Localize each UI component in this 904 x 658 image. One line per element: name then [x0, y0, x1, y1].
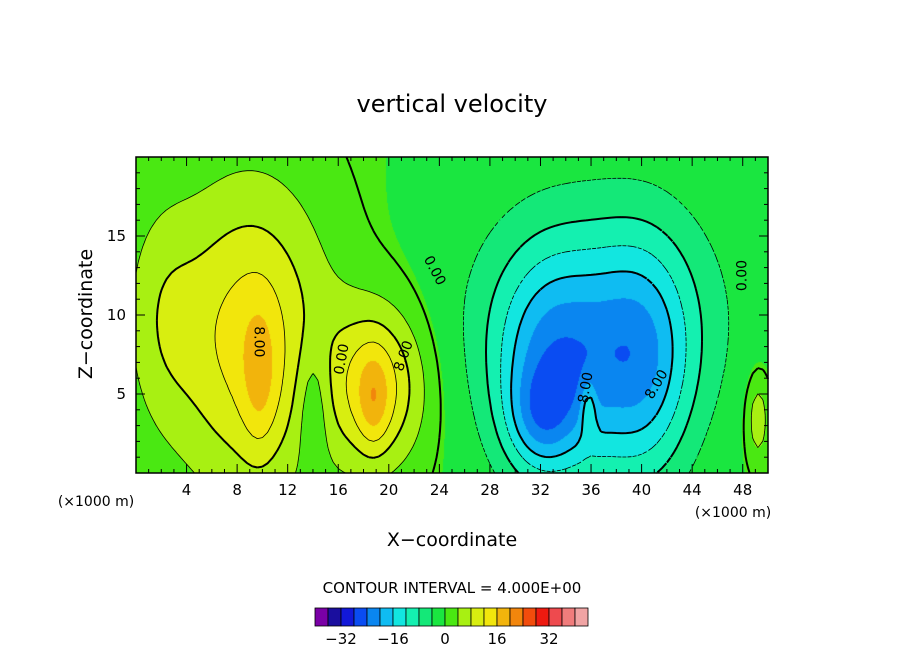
colorbar-swatch	[561, 607, 576, 627]
x-tick-label: 4	[182, 481, 192, 499]
colorbar-swatch	[379, 607, 394, 627]
x-tick-label: 24	[430, 481, 449, 499]
colorbar-swatch	[314, 607, 329, 627]
chart-title: vertical velocity	[357, 90, 548, 118]
colorbar-swatch	[483, 607, 498, 627]
contour-label: 0.00	[331, 343, 352, 376]
colorbar-tick-label: 32	[539, 630, 558, 648]
colorbar-swatch	[509, 607, 524, 627]
colorbar-swatch	[574, 607, 589, 627]
colorbar: −32 −16 0 16 32	[314, 607, 589, 648]
x-tick-label: 32	[531, 481, 550, 499]
contour-line	[155, 224, 411, 469]
colorbar-swatch	[522, 607, 537, 627]
contour-interval-label: CONTOUR INTERVAL = 4.000E+00	[323, 579, 582, 597]
colorbar-swatch	[418, 607, 433, 627]
colorbar-swatch	[392, 607, 407, 627]
x-unit-label-right: (×1000 m)	[695, 505, 771, 521]
x-tick-label: 40	[632, 481, 651, 499]
contour-label: 8.00	[251, 326, 267, 357]
x-unit-label-left: (×1000 m)	[58, 494, 134, 510]
colorbar-swatch	[340, 607, 355, 627]
contour-line	[485, 216, 703, 474]
filled-contour-field	[136, 157, 768, 473]
colorbar-swatch	[535, 607, 550, 627]
colorbar-swatch	[431, 607, 446, 627]
colorbar-swatch	[496, 607, 511, 627]
colorbar-tick-label: −32	[325, 630, 357, 648]
contour-lines	[135, 156, 769, 474]
x-axis-label: X−coordinate	[387, 529, 517, 551]
contour-line	[510, 270, 674, 459]
colorbar-swatch	[327, 607, 342, 627]
colorbar-swatch	[405, 607, 420, 627]
y-tick-label: 5	[116, 385, 126, 403]
contour-label: 8.00	[575, 371, 596, 404]
x-tick-label: 44	[683, 481, 702, 499]
y-tick-label: 15	[107, 227, 126, 245]
contour-line	[214, 272, 397, 442]
colorbar-swatch	[366, 607, 381, 627]
colorbar-swatch	[470, 607, 485, 627]
x-tick-label: 16	[329, 481, 348, 499]
contour-line	[345, 156, 769, 474]
y-tick-label: 10	[107, 306, 126, 324]
x-tick-label: 12	[278, 481, 297, 499]
colorbar-swatch	[444, 607, 459, 627]
contour-label: 0.00	[735, 260, 751, 291]
contour-line	[463, 177, 730, 474]
contour-plot-area: 0.008.000.00 8.000.008.00 8.00	[135, 156, 769, 474]
x-tick-label: 28	[480, 481, 499, 499]
x-tick-label: 48	[733, 481, 752, 499]
x-tick-label: 20	[379, 481, 398, 499]
y-axis-label: Z−coordinate	[75, 249, 97, 379]
colorbar-tick-label: 16	[487, 630, 506, 648]
colorbar-tick-label: −16	[377, 630, 409, 648]
colorbar-swatch	[457, 607, 472, 627]
contour-line	[500, 245, 687, 472]
contour-line	[135, 170, 766, 474]
x-tick-label: 36	[581, 481, 600, 499]
colorbar-swatch	[548, 607, 563, 627]
colorbar-swatch	[353, 607, 368, 627]
x-tick-label: 8	[232, 481, 242, 499]
colorbar-tick-label: 0	[440, 630, 450, 648]
